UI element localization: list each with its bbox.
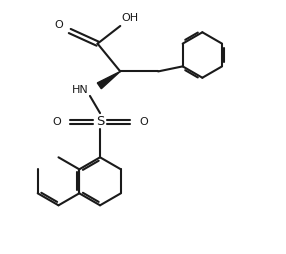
Polygon shape <box>97 71 120 89</box>
Text: O: O <box>52 117 61 127</box>
Text: S: S <box>96 116 104 129</box>
Text: O: O <box>139 117 148 127</box>
Text: HN: HN <box>72 85 89 95</box>
Text: OH: OH <box>122 13 139 23</box>
Text: O: O <box>55 20 63 30</box>
